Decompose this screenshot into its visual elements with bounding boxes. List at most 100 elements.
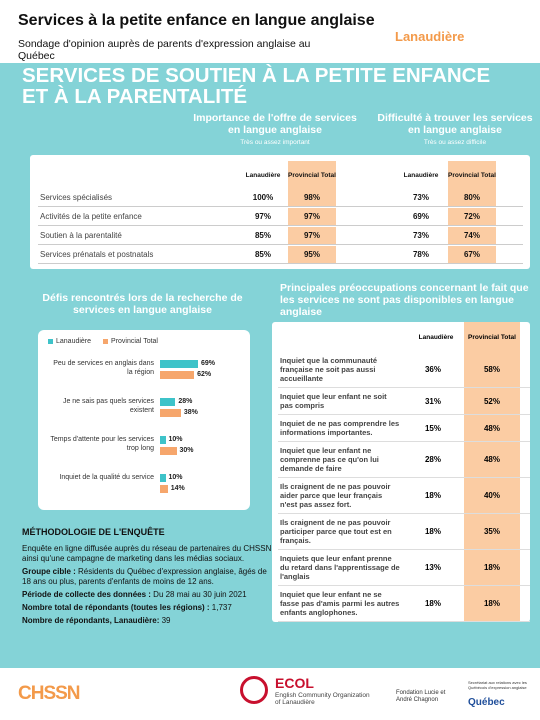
value-label: 28%	[178, 398, 193, 405]
legend-item: Lanaudière	[48, 338, 91, 345]
column-header: Provincial Total	[464, 322, 520, 352]
table-row: Services prénatals et postnatals 85% 95% 78…	[38, 246, 523, 264]
bar	[160, 485, 168, 493]
value-label: 10%	[168, 474, 183, 481]
logo-secretariat: Secrétariat aux relations avec les Québé…	[468, 680, 527, 690]
banner: SERVICES DE SOUTIEN À LA PETITE ENFANCE …	[22, 64, 491, 108]
value-label: 69%	[200, 360, 215, 367]
logo-chssn: CHSSN	[18, 683, 81, 704]
table-cell: 97%	[254, 212, 271, 221]
table-row: Activités de la petite enfance 97% 97% 69% 7…	[38, 208, 523, 226]
table-cell: 48%	[464, 415, 520, 441]
table-cell: 18%	[464, 586, 520, 621]
value-label: 10%	[168, 436, 183, 443]
row-label: Inquiets que leur enfant prenne du retar…	[280, 554, 400, 581]
legend-swatch	[103, 339, 109, 344]
table-row: Services spécialisés 100% 98% 73% 80%	[38, 189, 523, 207]
group-note: Très ou assez difficile	[423, 139, 487, 146]
methodology-text: Résidents du Québec d'expression anglais…	[22, 567, 267, 586]
logo-fondation: Fondation Lucie et André Chagnon	[396, 690, 446, 703]
column-header: Provincial Total	[288, 161, 336, 189]
table-row: Inquiet que leur enfant ne soit pas comp…	[278, 388, 530, 415]
table-cell: 97%	[288, 208, 336, 225]
group-title: Difficulté à trouver les services en lan…	[377, 112, 533, 136]
spacer	[278, 322, 408, 352]
category-label: Peu de services en anglais dans la régio…	[53, 360, 154, 376]
table-cell: 28%	[424, 455, 441, 464]
table-title: Principales préoccupations concernant le…	[280, 282, 529, 318]
table-cell: 73%	[412, 231, 429, 240]
table-cell: 18%	[464, 550, 520, 585]
table-row: Inquiets que leur enfant prenne du retar…	[278, 550, 530, 586]
table-cell: 95%	[288, 246, 336, 263]
row-label: Ils craignent de ne pas pouvoir particip…	[280, 518, 392, 545]
category-label: Inquiet de la qualité du service	[59, 474, 154, 481]
bar	[160, 398, 176, 406]
row-label: Inquiet que leur enfant ne se fasse pas …	[280, 590, 400, 617]
table-cell: 58%	[464, 352, 520, 387]
methodology-item: Groupe cible : Résidents du Québec d'exp…	[22, 567, 272, 587]
table-cell: 36%	[424, 365, 441, 374]
legend-swatch	[48, 339, 53, 344]
value-label: 38%	[183, 409, 198, 416]
bar	[160, 409, 181, 417]
methodology-label: Nombre total de répondants (toutes les r…	[22, 603, 210, 612]
row-label: Soutien à la parentalité	[40, 231, 122, 240]
table-row: Inquiet que la communauté française ne s…	[278, 352, 530, 388]
row-label: Inquiet de ne pas comprendre les informa…	[280, 419, 400, 437]
table-row: Inquiet que leur enfant ne se fasse pas …	[278, 586, 530, 622]
legend-label: Provincial Total	[111, 338, 158, 345]
table-cell: 69%	[412, 212, 429, 221]
value-label: 30%	[179, 447, 194, 454]
chart-title: Défis rencontrés lors de la recherche de…	[42, 292, 243, 316]
region: Lanaudière	[395, 29, 465, 44]
bar	[160, 360, 198, 368]
category-label: Je ne sais pas quels services existent	[62, 398, 154, 414]
legend: Lanaudière Provincial Total	[48, 338, 158, 345]
table-cell: 85%	[254, 250, 271, 259]
column-header: Provincial Total	[448, 161, 496, 189]
subtitle: Sondage d'opinion auprès de parents d'ex…	[18, 38, 311, 62]
methodology-intro: Enquête en ligne diffusée auprès du rése…	[22, 544, 272, 563]
logo-ecol-icon	[240, 676, 268, 704]
table-cell: 18%	[424, 491, 441, 500]
column-header: Lanaudière	[245, 171, 281, 179]
methodology: Enquête en ligne diffusée auprès du rése…	[22, 544, 272, 629]
table-cell: 73%	[412, 193, 429, 202]
table-cell: 97%	[288, 227, 336, 244]
table-importance: Lanaudière Provincial Total Lanaudière Prov…	[30, 155, 530, 269]
table-cell: 31%	[424, 396, 441, 406]
table-cell: 52%	[464, 388, 520, 414]
row-label: Activités de la petite enfance	[40, 212, 142, 221]
logo-ecol: ECOL	[275, 675, 314, 691]
row-label: Ils craignent de ne pas pouvoir aider pa…	[280, 482, 391, 509]
table-cell: 100%	[252, 193, 274, 202]
bar	[160, 447, 177, 455]
methodology-text: 1,737	[209, 603, 232, 612]
row-label: Inquiet que leur enfant ne soit pas comp…	[280, 392, 387, 410]
table-cell: 13%	[424, 563, 441, 572]
methodology-item: Période de collecte des données : Du 28 …	[22, 590, 272, 600]
table-row: Inquiet de ne pas comprendre les informa…	[278, 415, 530, 442]
logo-quebec: Québec	[468, 697, 505, 708]
table-cell: 98%	[288, 189, 336, 206]
table-cell: 48%	[464, 442, 520, 477]
table-row: Ils craignent de ne pas pouvoir aider pa…	[278, 478, 530, 514]
row-label: Inquiet que leur enfant ne comprenne pas…	[280, 446, 379, 473]
title: Services à la petite enfance en langue a…	[18, 12, 375, 29]
value-label: 14%	[170, 485, 185, 492]
table-cell: 72%	[448, 208, 496, 225]
table-row: Ils craignent de ne pas pouvoir particip…	[278, 514, 530, 550]
methodology-label: Période de collecte des données :	[22, 590, 151, 599]
table-cell: 85%	[254, 231, 271, 240]
table-cell: 18%	[424, 599, 441, 608]
column-header: Lanaudière	[418, 333, 454, 341]
row-label: Inquiet que la communauté française ne s…	[280, 356, 378, 383]
methodology-item: Nombre total de répondants (toutes les r…	[22, 603, 272, 613]
group-note: Très ou assez important	[240, 139, 310, 146]
methodology-label: Nombre de répondants, Lanaudière:	[22, 616, 160, 625]
table-concerns: Lanaudière Provincial Total Inquiet que la…	[272, 322, 530, 622]
table-cell: 40%	[464, 478, 520, 513]
row-label: Services spécialisés	[40, 193, 113, 202]
